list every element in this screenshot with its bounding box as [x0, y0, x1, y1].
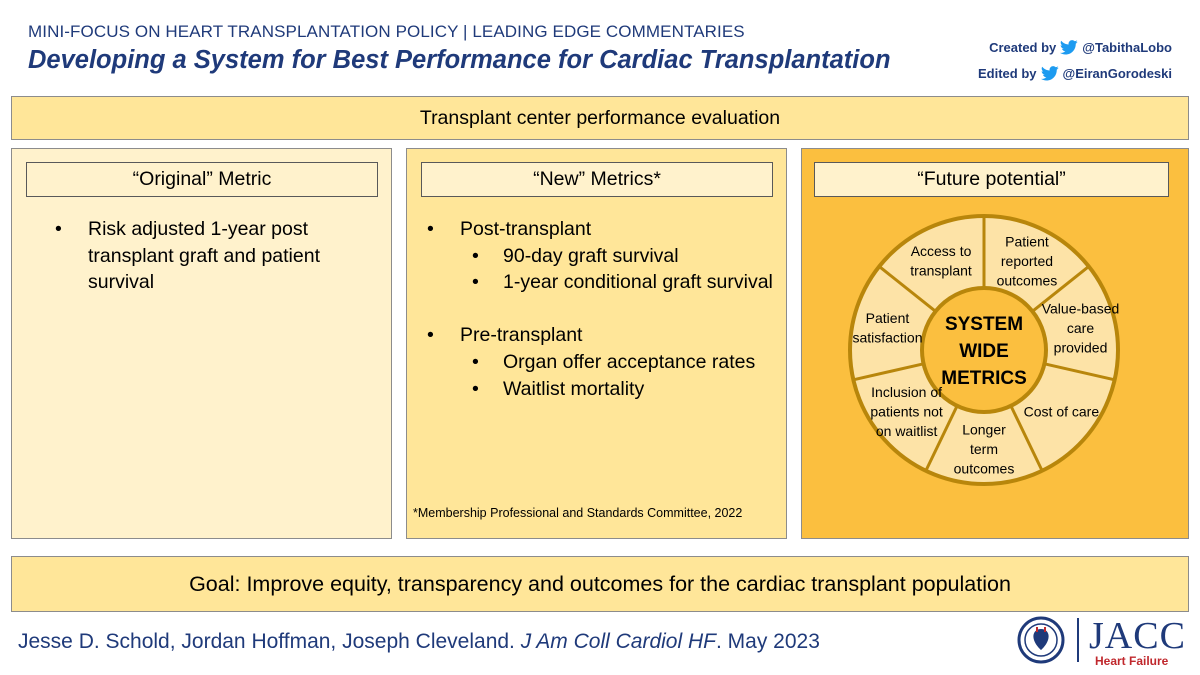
system-wide-metrics-wheel: SYSTEM WIDE METRICS Patient reported outcomes…	[848, 214, 1120, 486]
twitter-bird-icon	[1060, 40, 1078, 55]
wheel-center	[920, 286, 1048, 414]
credit-edited-label: Edited by	[978, 66, 1037, 81]
jacc-heart-failure-logo: JACC Heart Failure	[1013, 614, 1188, 668]
wheel-segment-label: patients not	[870, 404, 942, 420]
list-subitem: Organ offer acceptance rates	[427, 349, 782, 376]
credit-edited: Edited by @EiranGorodeski	[978, 66, 1172, 81]
logo-subtitle: Heart Failure	[1095, 654, 1169, 668]
wheel-divider	[1044, 362, 1115, 382]
list-subitem: 90-day graft survival	[427, 243, 782, 270]
wheel-segment-label: outcomes	[954, 461, 1015, 477]
citation-authors: Jesse D. Schold, Jordan Hoffman, Joseph …	[18, 630, 521, 653]
wheel-center-label: SYSTEM	[945, 314, 1023, 335]
wheel-segment-label: reported	[1001, 253, 1053, 269]
wheel-segment-label: care	[1067, 320, 1094, 336]
credit-created-label: Created by	[989, 40, 1057, 55]
wheel-segment-label: transplant	[910, 263, 972, 279]
list-item: Risk adjusted 1-year post transplant gra…	[55, 216, 375, 296]
wheel-segment-label: satisfaction	[852, 330, 922, 346]
credit-created: Created by @TabithaLobo	[989, 40, 1172, 55]
wheel-segment-label: provided	[1054, 339, 1108, 355]
header-kicker: MINI-FOCUS ON HEART TRANSPLANTATION POLI…	[28, 22, 745, 41]
column-original-metric: “Original” Metric Risk adjusted 1-year p…	[11, 148, 392, 539]
logo-wordmark: JACC	[1089, 615, 1186, 657]
twitter-bird-icon	[1040, 66, 1059, 81]
citation: Jesse D. Schold, Jordan Hoffman, Joseph …	[18, 630, 820, 654]
wheel-segment-label: outcomes	[997, 272, 1058, 288]
wheel-divider	[878, 265, 937, 313]
citation-date: . May 2023	[715, 630, 820, 653]
wheel-segment-label: Cost of care	[1024, 404, 1100, 420]
list-item-group: Pre-transplant	[427, 322, 782, 349]
credit-created-handle[interactable]: @TabithaLobo	[1082, 40, 1172, 55]
wheel-segment-label: Access to	[911, 243, 972, 259]
wheel-segment-label: term	[970, 441, 998, 457]
wheel-segment-label: Inclusion of	[871, 384, 942, 400]
original-bullet-list: Risk adjusted 1-year post transplant gra…	[55, 216, 375, 296]
list-item-group: Post-transplant	[427, 216, 782, 243]
wheel-segment-label: Value-based	[1042, 300, 1120, 316]
wheel-segment-label: Longer	[962, 422, 1006, 438]
wheel-center-label: METRICS	[941, 368, 1027, 389]
wheel-center-label: WIDE	[959, 341, 1009, 362]
top-band: Transplant center performance evaluation	[11, 96, 1189, 140]
column-new-metrics: “New” Metrics* Post-transplant 90-day gr…	[406, 148, 787, 539]
list-subitem: 1-year conditional graft survival	[427, 269, 782, 296]
wheel-segment-label: Patient	[866, 310, 910, 326]
column-new-heading: “New” Metrics*	[421, 162, 773, 197]
logo-divider	[1077, 618, 1079, 662]
column-original-heading: “Original” Metric	[26, 162, 378, 197]
list-subitem: Waitlist mortality	[427, 376, 782, 403]
credit-edited-handle[interactable]: @EiranGorodeski	[1062, 66, 1172, 81]
wheel-segment-label: on waitlist	[876, 423, 938, 439]
wheel-divider	[853, 362, 924, 382]
wheel-divider	[1031, 265, 1090, 313]
wheel-segment-label: Patient	[1005, 233, 1049, 249]
wheel-divider	[1009, 405, 1044, 472]
citation-journal: J Am Coll Cardiol HF	[520, 630, 716, 653]
new-bullet-list: Post-transplant 90-day graft survival 1-…	[427, 216, 782, 402]
goal-band: Goal: Improve equity, transparency and o…	[11, 556, 1189, 612]
footnote: *Membership Professional and Standards C…	[413, 506, 743, 520]
jacc-seal-icon	[1017, 616, 1065, 664]
column-future-heading: “Future potential”	[814, 162, 1169, 197]
page-title: Developing a System for Best Performance…	[28, 46, 891, 74]
wheel-divider	[924, 405, 959, 472]
